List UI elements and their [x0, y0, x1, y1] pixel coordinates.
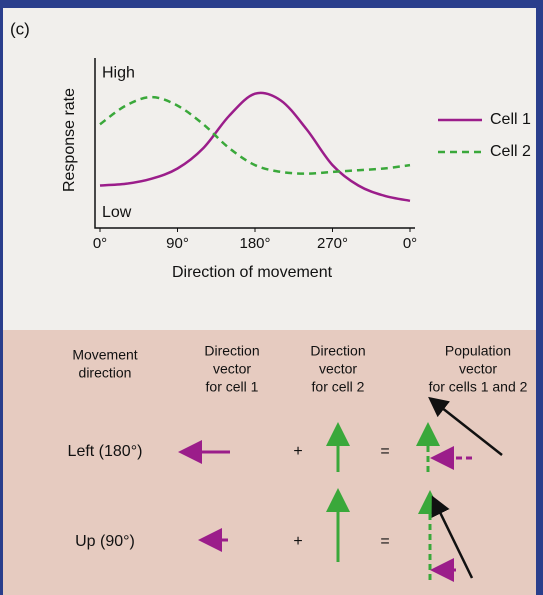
operator: +: [293, 533, 302, 550]
table: Movement direction Direction vector for cell…: [68, 343, 528, 582]
arrow: [431, 495, 474, 579]
legend-label: Cell 2: [490, 143, 531, 160]
line: [99, 91, 411, 203]
column-header: for cell 2: [312, 379, 365, 395]
chart-background: [3, 8, 536, 330]
column-header: for cells 1 and 2: [429, 379, 528, 395]
x-tick-label: 0°: [93, 235, 107, 252]
y-tick-label: Low: [102, 204, 132, 221]
y-axis-label: Response rate: [61, 88, 78, 192]
row-label: Up (90°): [75, 533, 135, 550]
panel-label: (c): [10, 19, 30, 38]
x-tick-label: 0°: [403, 235, 417, 252]
x-tick-label: 180°: [239, 235, 270, 252]
operator: =: [380, 443, 389, 460]
column-header: Movement: [72, 347, 137, 363]
column-header: for cell 1: [206, 379, 259, 395]
y-tick-label: High: [102, 65, 135, 82]
x-tick-label: 90°: [166, 235, 189, 252]
line: [99, 95, 411, 175]
column-header: direction: [79, 365, 132, 381]
column-header: Population: [445, 343, 511, 359]
column-header: vector: [459, 361, 497, 377]
row-label: Left (180°): [68, 443, 143, 460]
x-tick-label: 270°: [317, 235, 348, 252]
arrow: [428, 396, 503, 456]
column-header: vector: [213, 361, 251, 377]
legend-label: Cell 1: [490, 111, 531, 128]
operator: +: [293, 443, 302, 460]
x-axis-label: Direction of movement: [172, 264, 333, 281]
column-header: Direction: [204, 343, 259, 359]
operator: =: [380, 533, 389, 550]
column-header: Direction: [310, 343, 365, 359]
column-header: vector: [319, 361, 357, 377]
axes: [94, 58, 415, 229]
